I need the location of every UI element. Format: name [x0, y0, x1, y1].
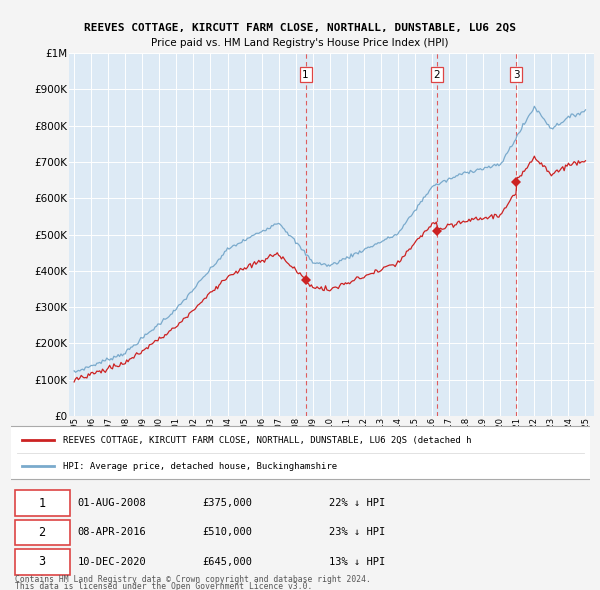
- Text: REEVES COTTAGE, KIRCUTT FARM CLOSE, NORTHALL, DUNSTABLE, LU6 2QS (detached h: REEVES COTTAGE, KIRCUTT FARM CLOSE, NORT…: [63, 436, 472, 445]
- Text: 22% ↓ HPI: 22% ↓ HPI: [329, 498, 386, 508]
- Text: £375,000: £375,000: [202, 498, 252, 508]
- Text: 2: 2: [433, 70, 440, 80]
- Text: 13% ↓ HPI: 13% ↓ HPI: [329, 557, 386, 567]
- Text: 23% ↓ HPI: 23% ↓ HPI: [329, 527, 386, 537]
- FancyBboxPatch shape: [15, 490, 70, 516]
- Text: 2: 2: [38, 526, 46, 539]
- FancyBboxPatch shape: [15, 549, 70, 575]
- FancyBboxPatch shape: [15, 520, 70, 545]
- Text: £645,000: £645,000: [202, 557, 252, 567]
- Text: £510,000: £510,000: [202, 527, 252, 537]
- Text: 1: 1: [302, 70, 309, 80]
- Text: Contains HM Land Registry data © Crown copyright and database right 2024.: Contains HM Land Registry data © Crown c…: [15, 575, 371, 584]
- Text: HPI: Average price, detached house, Buckinghamshire: HPI: Average price, detached house, Buck…: [63, 462, 337, 471]
- Text: This data is licensed under the Open Government Licence v3.0.: This data is licensed under the Open Gov…: [15, 582, 313, 590]
- Text: 3: 3: [38, 555, 46, 568]
- Text: 01-AUG-2008: 01-AUG-2008: [77, 498, 146, 508]
- Text: Price paid vs. HM Land Registry's House Price Index (HPI): Price paid vs. HM Land Registry's House …: [151, 38, 449, 48]
- Text: 10-DEC-2020: 10-DEC-2020: [77, 557, 146, 567]
- Text: 3: 3: [513, 70, 520, 80]
- Text: 08-APR-2016: 08-APR-2016: [77, 527, 146, 537]
- Text: 1: 1: [38, 497, 46, 510]
- FancyBboxPatch shape: [8, 427, 592, 479]
- Text: REEVES COTTAGE, KIRCUTT FARM CLOSE, NORTHALL, DUNSTABLE, LU6 2QS: REEVES COTTAGE, KIRCUTT FARM CLOSE, NORT…: [84, 22, 516, 32]
